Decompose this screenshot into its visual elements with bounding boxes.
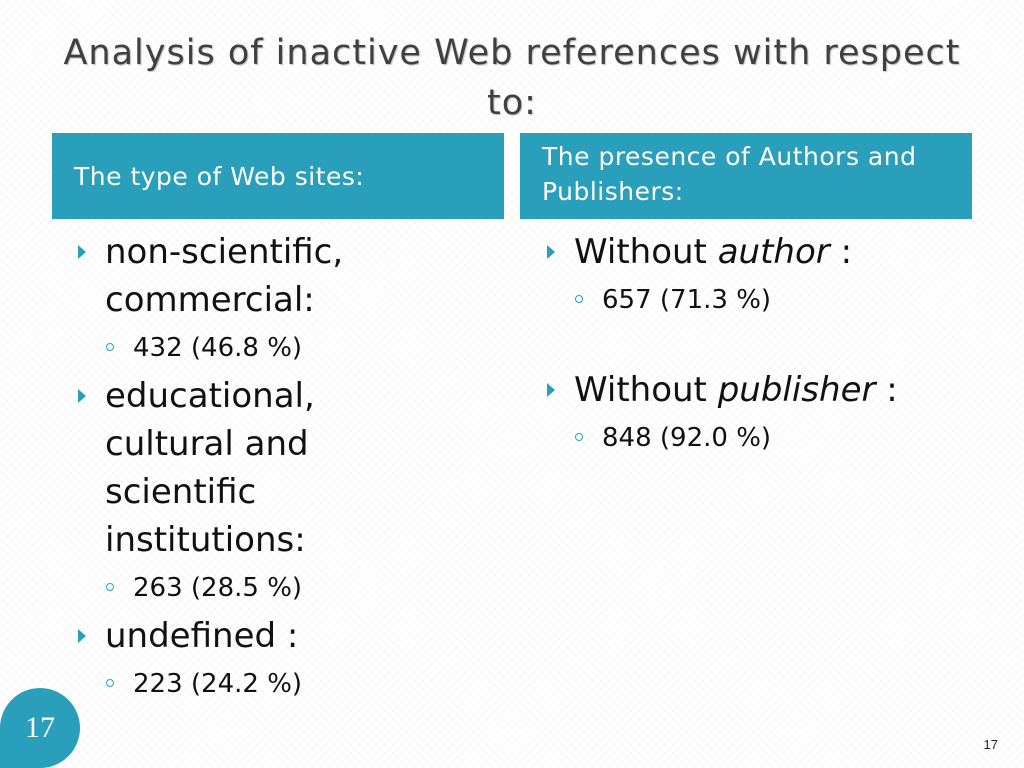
list-subitem-value: 432 (46.8 %): [133, 333, 303, 363]
list-item: Without publisher :: [543, 366, 973, 414]
list-subitem: 263 (28.5 %): [74, 564, 494, 612]
list-subitem-value: 223 (24.2 %): [133, 669, 303, 699]
list-item-label: educational, cultural and scientific ins…: [105, 376, 315, 560]
list-item-label-emphasis: author: [717, 232, 830, 272]
slide-number-badge-text: 17: [25, 711, 55, 744]
list-subitem-value: 657 (71.3 %): [602, 285, 772, 315]
list-item: educational, cultural and scientific ins…: [74, 372, 494, 564]
bullet-arrow-icon: [547, 245, 555, 259]
list-item-label: undefined :: [105, 616, 299, 656]
list-item-label: non-scientific, commercial:: [105, 232, 344, 320]
list-subitem-value: 263 (28.5 %): [133, 573, 303, 603]
list-subitem-value: 848 (92.0 %): [602, 423, 772, 453]
list-subitem: 432 (46.8 %): [74, 324, 494, 372]
right-column-header: The presence of Authors and Publishers:: [520, 133, 972, 219]
list-item: Without author :: [543, 228, 973, 276]
bullet-circle-icon: [106, 679, 114, 687]
bullet-arrow-icon: [547, 383, 555, 397]
list-subitem: 848 (92.0 %): [543, 414, 973, 462]
list-item: undefined :: [74, 612, 494, 660]
bullet-circle-icon: [106, 343, 114, 351]
slide-number-badge: 17: [0, 688, 80, 768]
list-item: non-scientific, commercial:: [74, 228, 494, 324]
list-subitem: 223 (24.2 %): [74, 660, 494, 708]
bullet-arrow-icon: [78, 245, 86, 259]
slide-title: Analysis of inactive Web references with…: [60, 28, 964, 128]
left-column-header: The type of Web sites:: [52, 133, 504, 219]
bullet-arrow-icon: [78, 629, 86, 643]
page-number: 17: [984, 737, 998, 752]
left-column-header-text: The type of Web sites:: [74, 161, 365, 191]
right-column-list: Without author : 657 (71.3 %) Without pu…: [543, 228, 973, 462]
spacer: [543, 324, 973, 366]
list-item-label-prefix: Without: [574, 370, 707, 410]
right-column-header-text: The presence of Authors and Publishers:: [542, 142, 917, 206]
page-number-text: 17: [983, 737, 998, 752]
bullet-circle-icon: [575, 295, 583, 303]
bullet-circle-icon: [575, 433, 583, 441]
list-item-label-emphasis: publisher: [717, 370, 876, 410]
bullet-arrow-icon: [78, 389, 86, 403]
bullet-circle-icon: [106, 583, 114, 591]
list-item-label-suffix: :: [840, 232, 853, 272]
list-item-label-suffix: :: [886, 370, 898, 410]
slide-title-text: Analysis of inactive Web references with…: [63, 33, 961, 123]
left-column-list: non-scientific, commercial: 432 (46.8 %)…: [74, 228, 494, 708]
list-subitem: 657 (71.3 %): [543, 276, 973, 324]
list-item-label-prefix: Without: [574, 232, 707, 272]
